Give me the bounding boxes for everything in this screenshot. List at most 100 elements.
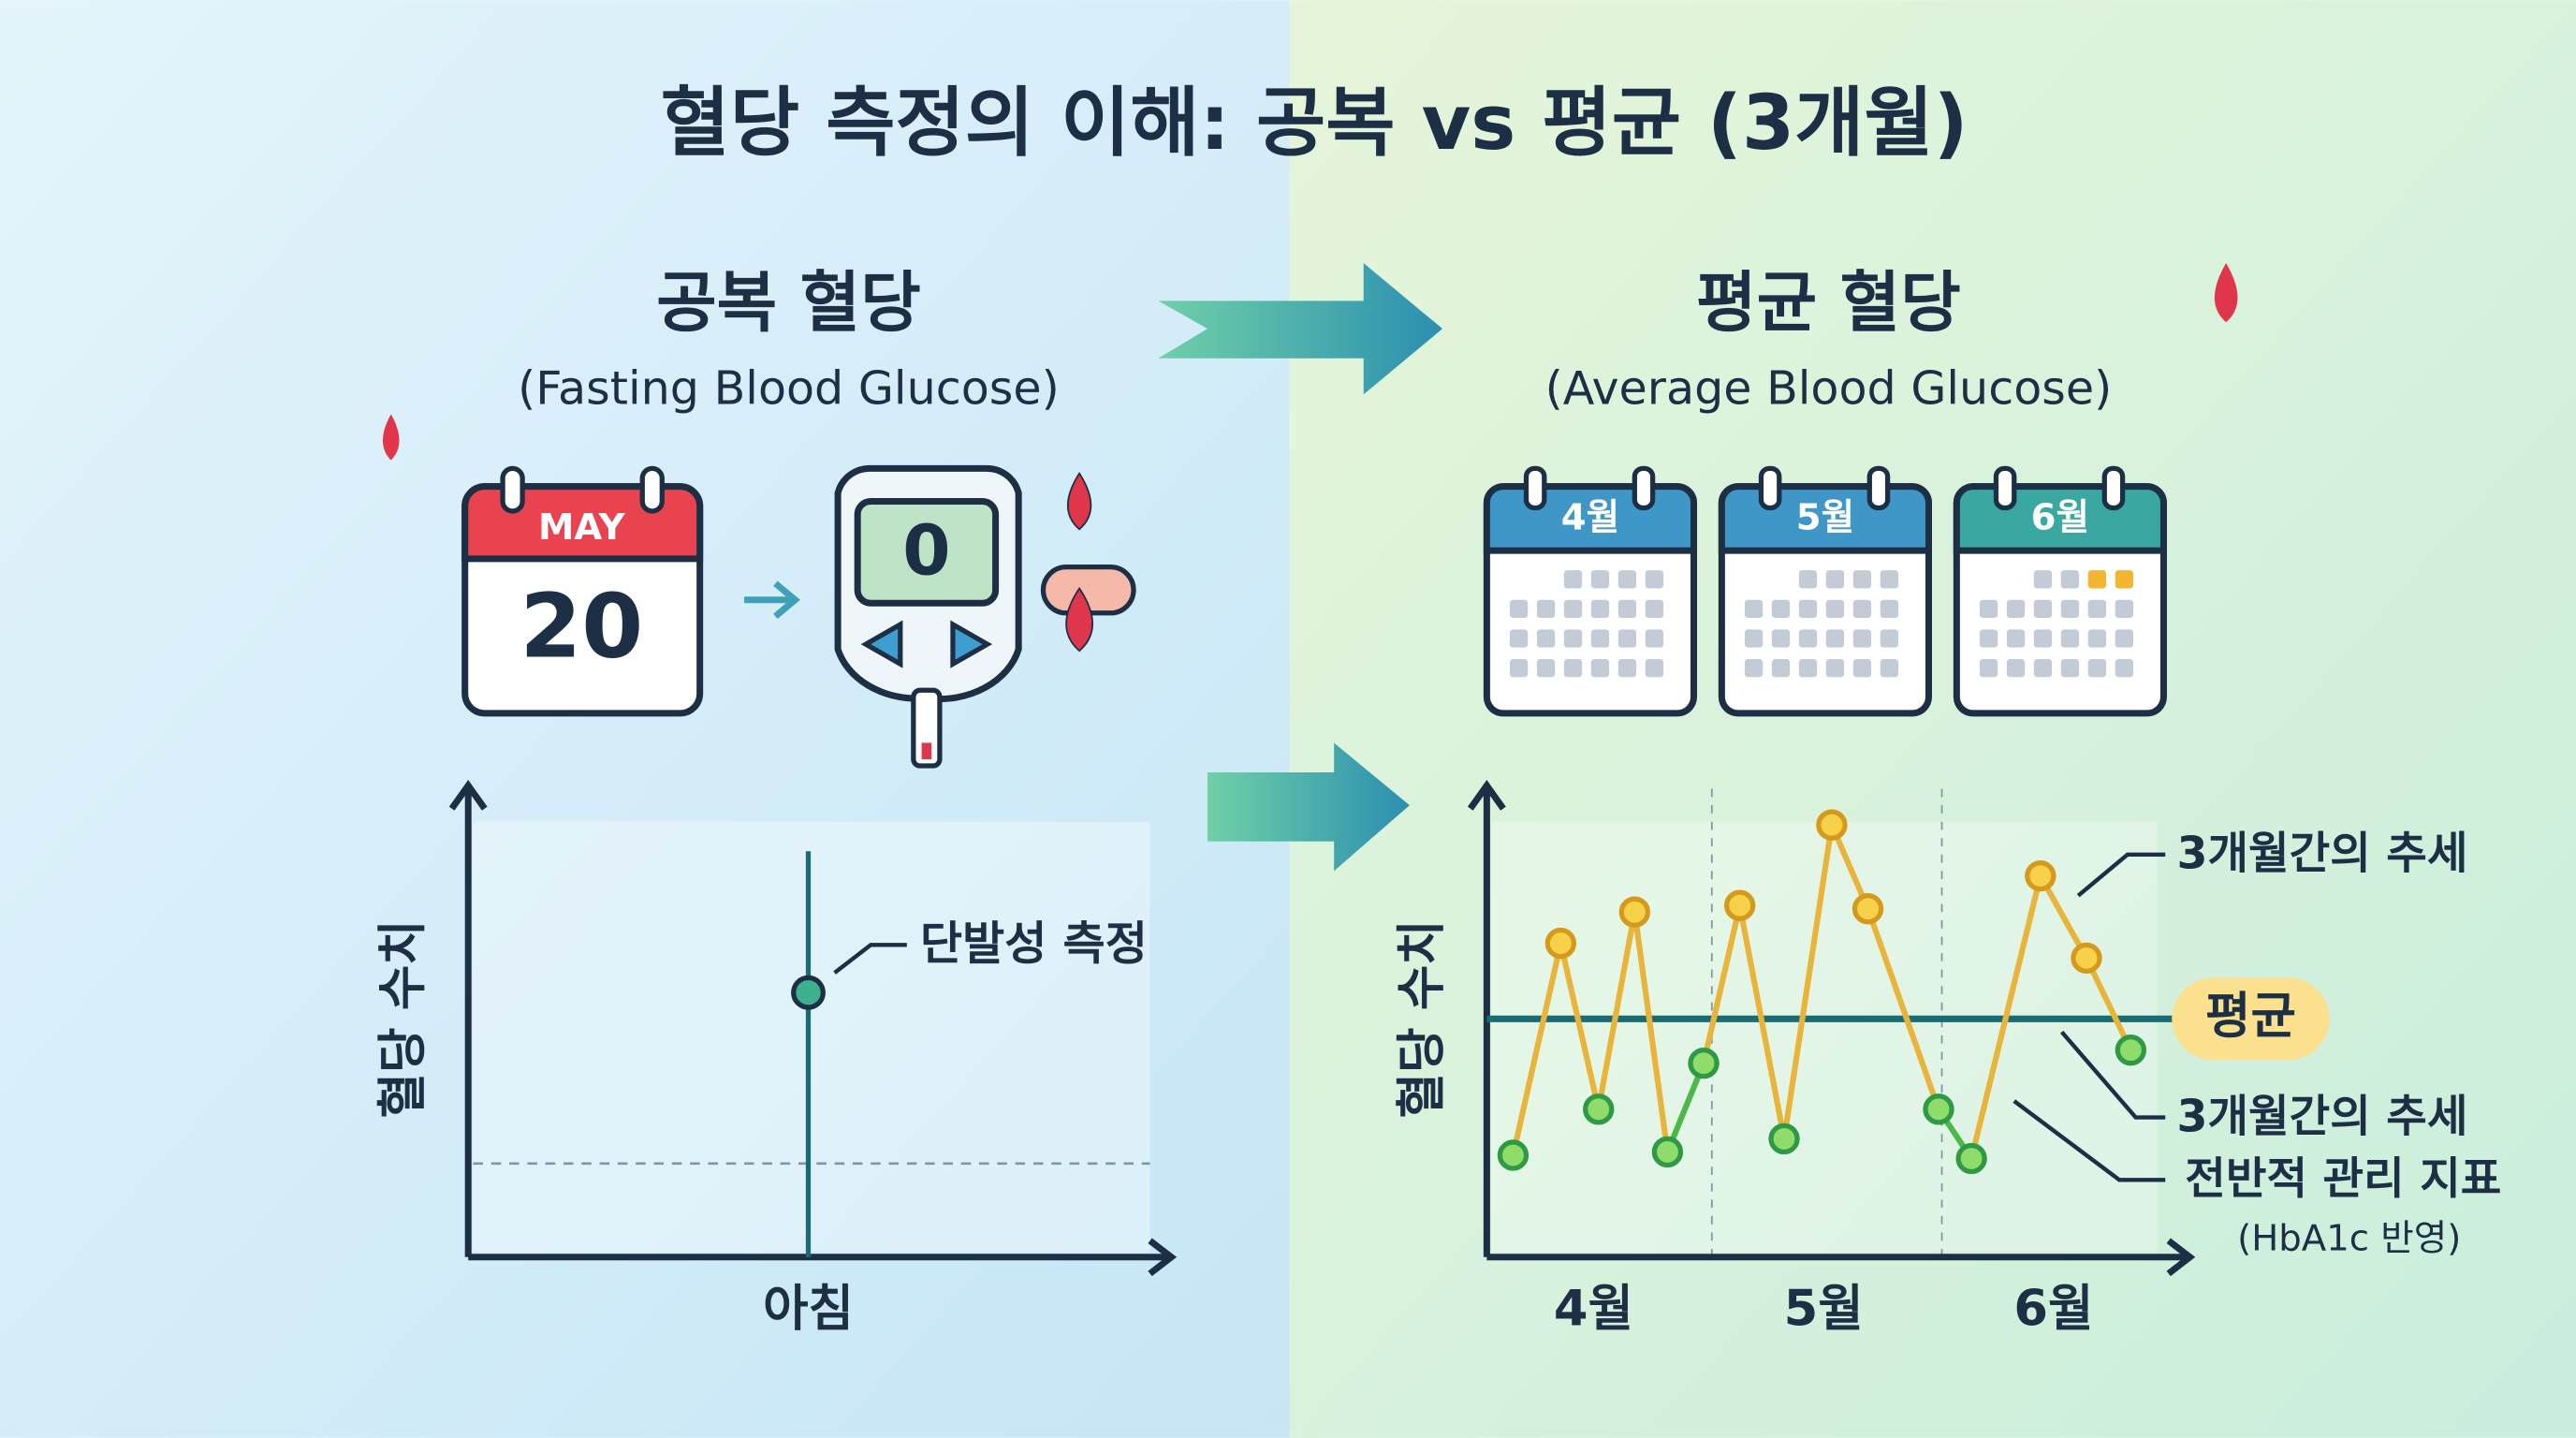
calendar-cell [2006, 629, 2026, 648]
calendar-month: 6월 [2031, 496, 2089, 538]
calendar-cell [2060, 570, 2080, 589]
calendar-cell [1563, 629, 1583, 648]
drop [382, 414, 400, 461]
month-calendar: 4월 [1483, 465, 1698, 717]
trend-point [1618, 896, 1650, 928]
y-label: 혈당 수치 [374, 919, 432, 1118]
annotation: (HbA1c 반영) [2237, 1218, 2461, 1260]
heading: 평균 혈당 [1696, 264, 1961, 341]
calendar-ring [1993, 465, 2017, 511]
calendar-cell [1536, 629, 1556, 648]
calendar-cell [2115, 599, 2133, 619]
calendar-ring [1758, 465, 1782, 511]
calendar-cell [1590, 599, 1610, 619]
calendar-cell [2115, 629, 2133, 648]
calendar-cell [2087, 599, 2107, 619]
calendar-cell [1825, 658, 1845, 678]
calendar-cell [1852, 599, 1872, 619]
calendar-cell [1825, 629, 1845, 648]
calendar-cell [2060, 629, 2080, 648]
annotation: 단발성 측정 [920, 917, 1148, 971]
trend-segment [1632, 911, 1671, 1152]
heading: 공복 혈당 [656, 264, 921, 341]
calendar-cell [1563, 599, 1583, 619]
calendar-ring [1632, 465, 1656, 511]
calendar-cell [1590, 658, 1610, 678]
trend-segment [1510, 942, 1564, 1156]
calendar-cell [2060, 658, 2080, 678]
calendar-cell [2087, 629, 2107, 648]
annotation: 전반적 관리 지표 [2185, 1153, 2501, 1205]
subheading: (Fasting Blood Glucose) [518, 360, 1060, 415]
calendar-cell [1852, 629, 1872, 648]
calendar-cell [1645, 570, 1664, 589]
trend-point [1955, 1142, 1987, 1175]
calendar-cell [1744, 658, 1764, 678]
trend-segment [1781, 824, 1835, 1139]
trend-point [2071, 942, 2102, 975]
calendar-cell [2033, 658, 2053, 678]
trend-point [1544, 927, 1577, 960]
trend-segment [1595, 911, 1638, 1110]
calendar-cell [1563, 570, 1583, 589]
calendar-month: 4월 [1561, 496, 1619, 538]
calendar-cell [1852, 658, 1872, 678]
x-label: 아침 [763, 1280, 854, 1337]
trend-segment [2038, 874, 2089, 960]
calendar-cell [1617, 629, 1637, 648]
trend-segment [1736, 904, 1788, 1140]
calendar-cell [1880, 599, 1899, 619]
annotation: 3개월간의 추세 [2177, 1091, 2468, 1142]
calendar-cell [1825, 570, 1845, 589]
calendar-cell [1645, 599, 1664, 619]
measurement-point [791, 975, 826, 1010]
trend-point [1651, 1136, 1684, 1168]
trend-point [2115, 1034, 2147, 1066]
calendar-cell [1590, 629, 1610, 648]
meter-reading: 0 [902, 511, 950, 591]
calendar-cell [1617, 658, 1637, 678]
calendar-cell [2006, 658, 2026, 678]
calendar-cell [1536, 599, 1556, 619]
left-chart: 단발성 측정 아침 혈당 수치 [374, 780, 1178, 1337]
month-calendar: 5월 [1718, 465, 1932, 717]
annotation: 3개월간의 추세 [2177, 829, 2468, 880]
x-label: 5월 [1784, 1280, 1864, 1337]
trend-segment [1558, 942, 1602, 1110]
leader-line [2012, 852, 2166, 1182]
calendar-cell [2033, 599, 2053, 619]
arrow [744, 580, 800, 620]
calendar: MAY 20 [461, 465, 704, 717]
calendar-cell [2115, 570, 2133, 589]
drop [2214, 262, 2238, 323]
axis [448, 780, 1178, 1277]
trend-segment [2084, 957, 2134, 1051]
month-calendars: 4월 5월 6월 [1483, 465, 2167, 717]
calendar-cell [1645, 629, 1664, 648]
calendar-cell [1590, 570, 1610, 589]
calendar-cell [2087, 570, 2107, 589]
calendar-cell [1771, 599, 1791, 619]
calendar-cell [2006, 599, 2026, 619]
calendar-cell [2087, 658, 2107, 678]
trend-segment [1969, 874, 2043, 1160]
calendar-day: 20 [520, 576, 643, 679]
calendar-cell [1880, 570, 1899, 589]
trend-point [1768, 1123, 1800, 1155]
x-label: 4월 [1554, 1280, 1633, 1337]
calendar-cell [1798, 629, 1818, 648]
glucose-meter: 0 [834, 464, 1136, 769]
arrow [1208, 742, 1410, 872]
calendar-cell [1798, 658, 1818, 678]
calendar-ring [1523, 465, 1547, 511]
calendar-cell [1509, 658, 1529, 678]
trend-point [1497, 1139, 1530, 1171]
calendar-cell [1617, 599, 1637, 619]
y-label: 혈당 수치 [1393, 919, 1450, 1118]
trend-segment [1865, 907, 1941, 1110]
calendar-cell [1744, 629, 1764, 648]
calendar-cell [1645, 658, 1664, 678]
title: 혈당 측정의 이해: 공복 vs 평균 (3개월) [661, 80, 1969, 168]
right-background [1289, 0, 2576, 1438]
